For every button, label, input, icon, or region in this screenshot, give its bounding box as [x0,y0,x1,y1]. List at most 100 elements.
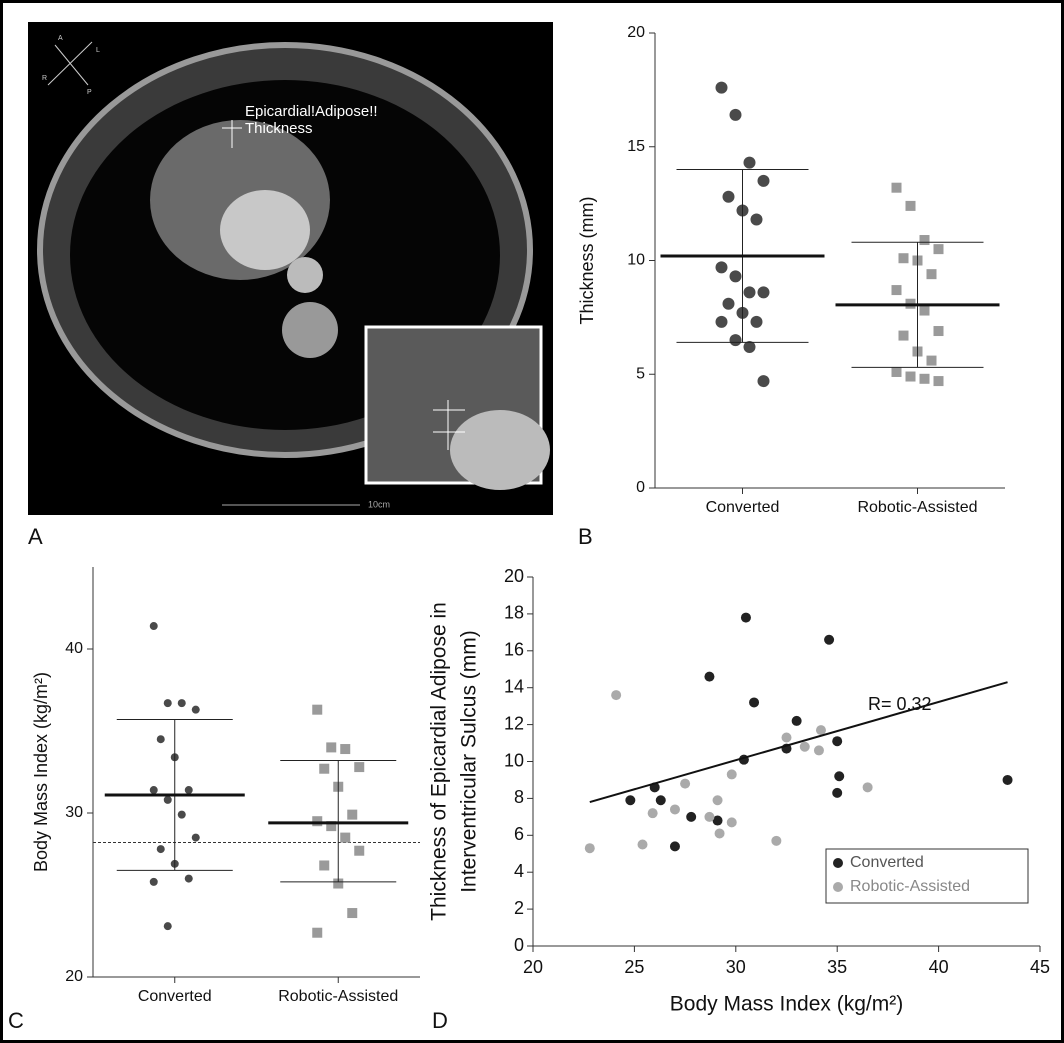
data-point [741,613,751,623]
x-tick-label: 35 [827,957,847,977]
data-point [744,157,756,169]
data-point [892,367,902,377]
x-tick-label: 20 [523,957,543,977]
data-point [185,875,193,883]
data-point [347,908,357,918]
data-point [771,836,781,846]
y-tick-label: 0 [514,935,524,955]
scale-label: 10cm [368,499,390,509]
data-point [751,214,763,226]
data-point [319,860,329,870]
data-point [716,82,728,94]
x-axis-label: Body Mass Index (kg/m²) [670,993,903,1016]
y-tick-label: 40 [65,640,83,657]
data-point [716,316,728,328]
data-point [611,690,621,700]
data-point [178,811,186,819]
data-point [164,922,172,930]
data-point [730,334,742,346]
data-point [680,779,690,789]
data-point [157,735,165,743]
data-point [906,372,916,382]
data-point [704,812,714,822]
data-point [906,201,916,211]
y-axis-label: Thickness (mm) [577,196,597,324]
ct-image: A L R P Epicardial!Adipose!! Thickness 1… [28,22,553,515]
data-point [716,261,728,273]
data-point [834,771,844,781]
data-point [686,812,696,822]
data-point [670,804,680,814]
y-tick-label: 10 [627,252,645,269]
data-point [920,235,930,245]
legend-label: Converted [850,854,924,871]
data-point [927,356,937,366]
data-point [157,845,165,853]
data-point [800,742,810,752]
y-tick-label: 15 [627,138,645,155]
data-point [899,331,909,341]
y-tick-label: 16 [504,640,524,660]
data-point [354,762,364,772]
data-point [758,286,770,298]
data-point [934,244,944,254]
data-point [730,109,742,121]
y-axis-label: Body Mass Index (kg/m²) [31,672,51,872]
panel-label: C [8,1008,24,1033]
data-point [319,764,329,774]
data-point [892,285,902,295]
figure: A L R P Epicardial!Adipose!! Thickness 1… [0,0,1064,1043]
data-point [730,270,742,282]
y-tick-label: 0 [636,479,645,496]
orientation-label: A [58,35,63,42]
legend-marker [833,858,843,868]
x-tick-label: Converted [706,499,780,516]
y-tick-label: 4 [514,861,524,881]
y-axis-label: Interventricular Sulcus (mm) [458,630,481,893]
data-point [927,269,937,279]
data-point [832,788,842,798]
data-point [723,298,735,310]
y-tick-label: 20 [504,566,524,586]
trend-label: R= 0.32 [868,694,932,714]
y-tick-label: 8 [514,787,524,807]
data-point [340,833,350,843]
data-point [164,699,172,707]
data-point [150,878,158,886]
x-tick-label: 40 [929,957,949,977]
data-point [178,699,186,707]
data-point [832,736,842,746]
data-point [899,253,909,263]
data-point [670,841,680,851]
trend-line [590,682,1008,802]
data-point [727,769,737,779]
y-tick-label: 30 [65,804,83,821]
data-point [934,376,944,386]
data-point [326,742,336,752]
data-point [150,786,158,794]
data-point [312,816,322,826]
data-point [816,725,826,735]
y-tick-label: 20 [65,968,83,985]
y-tick-label: 20 [627,24,645,41]
data-point [920,306,930,316]
data-point [164,796,172,804]
x-tick-label: 25 [624,957,644,977]
orientation-label: P [87,89,92,96]
panel-label: A [28,524,43,549]
data-point [192,834,200,842]
data-point [892,183,902,193]
data-point [585,843,595,853]
panel-label: B [578,524,593,549]
y-tick-label: 2 [514,898,524,918]
data-point [656,795,666,805]
x-tick-label: 30 [726,957,746,977]
data-point [723,191,735,203]
data-point [792,716,802,726]
data-point [347,810,357,820]
data-point [814,745,824,755]
data-point [354,846,364,856]
data-point [715,828,725,838]
data-point [704,672,714,682]
y-tick-label: 14 [504,676,524,696]
